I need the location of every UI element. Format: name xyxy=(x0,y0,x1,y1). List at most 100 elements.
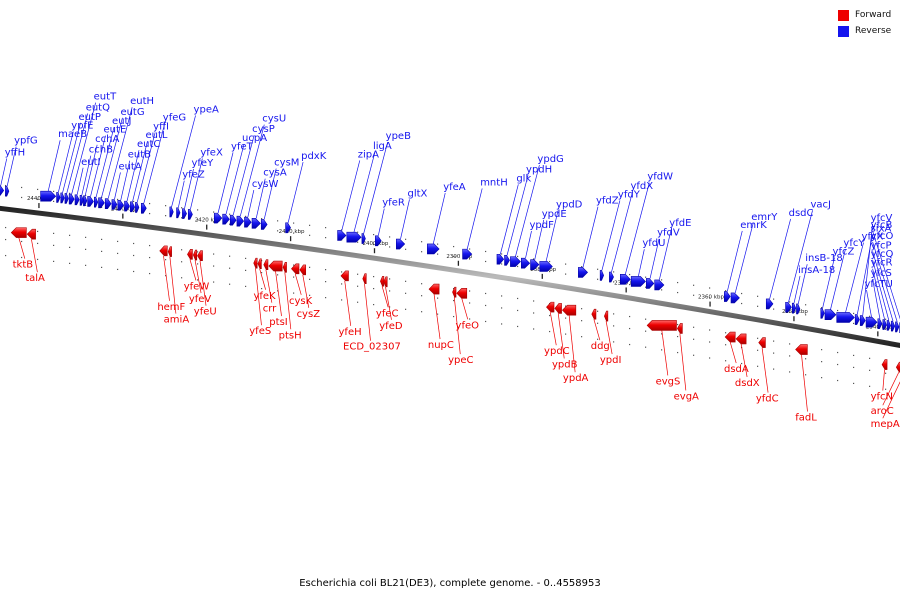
scale-tick: 2420 kbp xyxy=(195,218,221,230)
gene-label: eutJ xyxy=(112,116,131,127)
label-leader xyxy=(506,175,529,256)
gene-label: cysK xyxy=(289,296,313,307)
gene-feature xyxy=(260,219,268,230)
label-leader xyxy=(740,343,748,377)
gene-feature xyxy=(135,202,140,213)
label-leader xyxy=(624,182,650,275)
gene-feature xyxy=(820,308,825,319)
gene-label: ypeA xyxy=(194,104,219,115)
label-leader xyxy=(525,230,532,259)
gene-feature xyxy=(530,259,540,270)
gene-label: yfcP xyxy=(871,240,892,251)
gene-label: ypeC xyxy=(448,355,473,366)
gene-label: yffH xyxy=(5,147,25,158)
genome-caption: Escherichia coli BL21(DE3), complete gen… xyxy=(299,578,601,589)
label-leader xyxy=(62,122,81,194)
gene-feature xyxy=(630,276,646,287)
gene-label: ypdD xyxy=(556,200,583,211)
gene-feature xyxy=(104,198,112,210)
gene-label: ECD_02307 xyxy=(343,342,401,353)
gene-label: yfeR xyxy=(382,198,405,209)
gene-label: eutA xyxy=(118,161,141,172)
gene-feature xyxy=(124,200,130,212)
gene-feature xyxy=(98,197,105,209)
gene-feature xyxy=(111,199,118,210)
gene-label: aroC xyxy=(871,406,894,417)
svg-text:2390 kbp: 2390 kbp xyxy=(446,254,472,260)
label-leader xyxy=(47,140,61,192)
label-leader xyxy=(184,168,194,209)
gene-feature xyxy=(554,303,562,314)
label-leader xyxy=(557,313,565,359)
gene-feature xyxy=(735,333,747,345)
label-leader xyxy=(801,354,808,412)
label-leader xyxy=(515,164,540,257)
gene-feature xyxy=(510,256,521,267)
gene-label: eutB xyxy=(128,150,151,161)
gene-label: yfdU xyxy=(642,238,665,249)
gene-feature xyxy=(427,243,440,255)
gene-feature xyxy=(375,235,382,247)
gene-label: yfeX xyxy=(200,147,223,158)
gene-feature xyxy=(724,291,731,302)
gene-label: crr xyxy=(263,304,277,315)
label-leader-lines xyxy=(0,102,900,419)
gene-feature xyxy=(362,273,367,285)
gene-label: ypeB xyxy=(386,131,411,142)
gene-feature xyxy=(765,298,774,310)
label-leader xyxy=(601,200,621,271)
gene-label: cysU xyxy=(262,114,286,125)
gene-feature xyxy=(795,344,808,355)
gene-label: dsdA xyxy=(724,364,749,375)
label-leader xyxy=(107,107,133,199)
label-leader xyxy=(239,124,265,217)
gene-label: evgS xyxy=(656,376,681,387)
label-leader xyxy=(81,155,92,196)
gene-features xyxy=(0,185,900,373)
gene-feature xyxy=(881,359,888,370)
label-leader xyxy=(605,321,613,355)
gene-label: yfeY xyxy=(191,158,214,169)
label-leader xyxy=(18,237,26,259)
gene-feature xyxy=(619,274,631,285)
gene-feature xyxy=(94,196,99,208)
gene-feature xyxy=(263,259,269,270)
gene-label: pdxK xyxy=(301,151,327,162)
gene-feature xyxy=(5,185,10,197)
label-leader xyxy=(284,272,292,330)
gene-label: yfeD xyxy=(379,321,403,332)
label-leader xyxy=(294,273,302,295)
label-leader xyxy=(729,341,737,364)
gene-label: yfdE xyxy=(669,218,691,229)
gene-label: evgA xyxy=(674,391,699,402)
gene-label: cysM xyxy=(274,158,299,169)
gene-feature xyxy=(244,216,252,228)
scale-tick: 2360 kbp xyxy=(698,295,724,307)
label-leader xyxy=(593,319,601,341)
gene-feature xyxy=(60,192,65,204)
gene-label: eutQ xyxy=(86,102,110,113)
label-leader xyxy=(225,144,245,215)
label-leader xyxy=(761,347,769,393)
gene-label: vacJ xyxy=(810,200,831,211)
gene-feature xyxy=(396,238,406,250)
label-leader xyxy=(661,330,669,376)
gene-feature xyxy=(591,308,597,320)
gene-feature xyxy=(140,202,147,214)
label-leader xyxy=(788,210,813,303)
gene-label: ligA xyxy=(373,141,392,152)
label-leader xyxy=(190,158,203,210)
label-leader xyxy=(793,275,801,304)
label-leader xyxy=(679,333,687,391)
gene-feature xyxy=(299,264,307,276)
gene-feature xyxy=(167,246,172,257)
gene-label: ypdG xyxy=(537,154,563,165)
label-leader xyxy=(0,158,8,186)
label-leader xyxy=(872,241,898,323)
gene-label: gltX xyxy=(408,188,428,199)
gene-label: yfdW xyxy=(647,172,673,183)
gene-feature xyxy=(854,314,860,325)
gene-feature xyxy=(130,201,135,213)
gene-label: ddg xyxy=(591,341,610,352)
gene-feature xyxy=(539,261,553,272)
